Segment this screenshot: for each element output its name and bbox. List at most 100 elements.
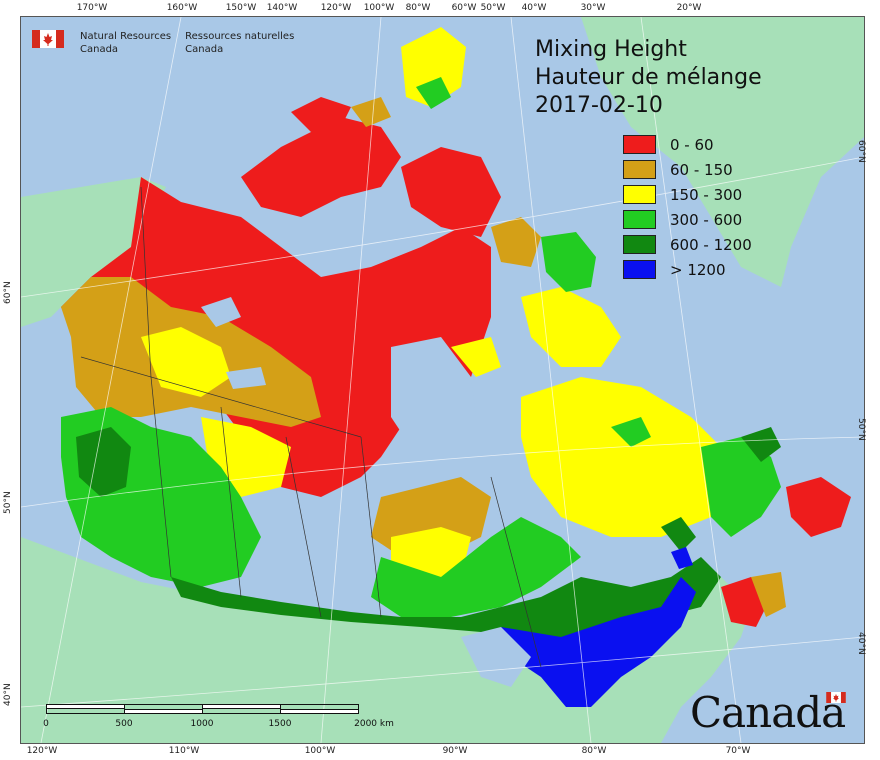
zone-green-ontario <box>371 517 581 617</box>
zone-green-quebec-island <box>611 417 651 447</box>
top-tick: 30°W <box>580 3 606 13</box>
graticule-lat-40 <box>21 636 864 708</box>
legend-label: 0 - 60 <box>670 135 714 154</box>
zone-darkgreen-south <box>171 557 721 647</box>
zone-darkgreen-maritime <box>741 427 781 462</box>
scale-bar: 0 500 1000 1500 2000 km <box>43 704 394 729</box>
top-tick: 150°W <box>225 3 257 13</box>
zone-yellow-quebec <box>521 377 731 537</box>
graticule-lon-120 <box>40 17 182 743</box>
great-slave-lake <box>226 367 266 389</box>
zone-blue-east <box>501 577 696 707</box>
scale-label: 1500 <box>268 719 292 729</box>
map-svg <box>21 17 864 743</box>
legend-swatch <box>623 135 656 154</box>
scale-label: 1000 <box>190 719 214 729</box>
legend-label: 60 - 150 <box>670 160 733 179</box>
bottom-tick: 90°W <box>442 746 468 756</box>
legend-label: 150 - 300 <box>670 185 743 204</box>
graticule-lon-100 <box>320 17 382 743</box>
title-line: Hauteur de mélange <box>535 65 762 90</box>
department-en-line: Canada <box>80 44 119 55</box>
department-name-en: Natural Resources Canada <box>80 30 171 56</box>
border-north-60 <box>80 356 362 438</box>
scale-outline <box>46 704 359 714</box>
department-name-fr: Ressources naturelles Canada <box>185 30 294 56</box>
legend-swatch <box>623 185 656 204</box>
border-ab-sk <box>220 406 242 598</box>
graticule-lat-50 <box>21 436 864 508</box>
map-title: Mixing Height Hauteur de mélange 2017-02… <box>535 36 762 120</box>
scale-label: 500 <box>115 719 133 729</box>
top-tick: 120°W <box>320 3 352 13</box>
zone-orange-maritimes <box>751 572 786 617</box>
bottom-tick: 80°W <box>581 746 607 756</box>
zone-green-labrador <box>541 232 596 292</box>
zone-green-greenland-tip <box>416 77 451 109</box>
legend-item: 150 - 300 <box>623 182 752 207</box>
bottom-tick: 100°W <box>304 746 336 756</box>
right-tick: 40°N <box>856 632 866 655</box>
legend-swatch <box>623 260 656 279</box>
department-en-line: Natural Resources <box>80 31 172 42</box>
map-canvas <box>20 16 865 744</box>
zone-yellow-bc <box>141 327 231 397</box>
zone-yellow-hudson-east <box>451 337 501 377</box>
legend-item: > 1200 <box>623 257 752 282</box>
left-tick: 50°N <box>3 491 13 514</box>
bottom-tick: 120°W <box>26 746 58 756</box>
wordmark-flag-icon <box>826 692 846 703</box>
canada-flag-icon <box>32 30 64 48</box>
hudson-bay <box>391 337 476 447</box>
legend-label: 300 - 600 <box>670 210 743 229</box>
zone-red-north <box>61 177 491 497</box>
scale-label: 0 <box>43 719 49 729</box>
graticule-lat-60 <box>21 156 864 298</box>
greenland-land <box>581 17 864 287</box>
top-tick: 170°W <box>76 3 108 13</box>
zone-darkgreen-quebec <box>661 517 696 552</box>
scale-label: 2000 km <box>354 719 394 729</box>
top-tick: 40°W <box>521 3 547 13</box>
department-fr-line: Ressources naturelles <box>185 31 295 42</box>
top-tick: 100°W <box>363 3 395 13</box>
canada-wordmark: Canada <box>690 688 846 737</box>
legend-item: 300 - 600 <box>623 207 752 232</box>
legend-swatch <box>623 160 656 179</box>
graticule-lon-70 <box>640 17 742 743</box>
zone-darkgreen-bc <box>76 427 131 497</box>
right-tick: 60°N <box>856 140 866 163</box>
province-borders <box>80 186 542 668</box>
legend-item: 60 - 150 <box>623 157 752 182</box>
map-legend: 0 - 60 60 - 150 150 - 300 300 - 600 600 … <box>623 132 752 282</box>
left-tick: 60°N <box>3 281 13 304</box>
legend-label: 600 - 1200 <box>670 235 752 254</box>
border-sk-mb <box>285 436 322 618</box>
zone-red-arctic-3 <box>291 97 351 132</box>
zone-yellow-labrador <box>521 287 621 367</box>
zone-red-newfoundland <box>786 477 851 537</box>
right-tick: 50°N <box>856 418 866 441</box>
great-lakes <box>461 627 531 687</box>
legend-swatch <box>623 210 656 229</box>
legend-item: 0 - 60 <box>623 132 752 157</box>
department-fr-line: Canada <box>185 44 224 55</box>
bottom-tick: 110°W <box>168 746 200 756</box>
zone-blue-dot-1 <box>671 547 693 569</box>
top-tick: 140°W <box>266 3 298 13</box>
border-on-qc <box>490 476 542 668</box>
mixing-height-zones <box>61 27 851 707</box>
legend-label: > 1200 <box>670 260 726 279</box>
top-tick: 50°W <box>480 3 506 13</box>
alaska-land <box>21 177 166 327</box>
title-line: Mixing Height <box>535 37 687 62</box>
left-tick: 40°N <box>3 683 13 706</box>
nrcan-logo: Natural Resources Canada Ressources natu… <box>32 30 308 56</box>
bottom-tick: 70°W <box>725 746 751 756</box>
border-mb-on <box>360 436 382 618</box>
title-line: 2017-02-10 <box>535 93 663 118</box>
scale-bar-graphic <box>46 704 359 714</box>
top-tick: 20°W <box>676 3 702 13</box>
top-tick: 80°W <box>405 3 431 13</box>
